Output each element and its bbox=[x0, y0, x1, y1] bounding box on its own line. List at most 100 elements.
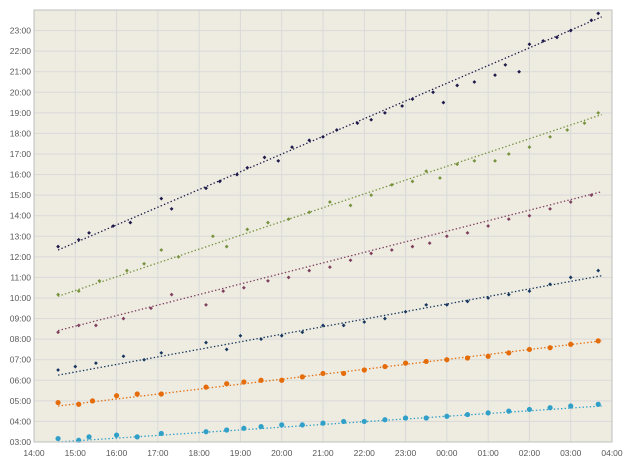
data-point bbox=[169, 206, 174, 211]
data-point bbox=[589, 18, 594, 23]
y-axis: 03:00 04:00 05:00 06:00 07:00 08:00 09:00 10:00… bbox=[10, 26, 32, 447]
data-point bbox=[87, 230, 91, 235]
data-point bbox=[355, 121, 360, 126]
data-point bbox=[369, 251, 374, 256]
data-point bbox=[149, 306, 153, 311]
data-point bbox=[472, 80, 477, 84]
data-point bbox=[547, 345, 553, 351]
data-point bbox=[568, 28, 573, 33]
x-tick-label: 01:00 bbox=[478, 448, 500, 458]
data-point bbox=[361, 418, 367, 425]
y-tick-label: 19:00 bbox=[10, 108, 32, 118]
data-point bbox=[321, 134, 325, 139]
data-point bbox=[400, 104, 405, 108]
data-point bbox=[159, 248, 164, 252]
data-point bbox=[526, 346, 533, 353]
data-point bbox=[383, 110, 387, 115]
data-point bbox=[527, 289, 532, 294]
data-point bbox=[493, 158, 497, 163]
data-point bbox=[547, 405, 553, 411]
x-tick-label: 17:00 bbox=[147, 448, 169, 458]
data-point bbox=[94, 323, 98, 328]
data-point bbox=[568, 341, 574, 347]
data-point bbox=[97, 278, 102, 283]
data-point bbox=[124, 268, 129, 273]
data-point bbox=[142, 357, 146, 362]
data-point bbox=[56, 244, 60, 249]
data-point bbox=[320, 420, 326, 426]
data-point bbox=[465, 299, 470, 304]
data-point bbox=[76, 323, 81, 328]
data-point bbox=[320, 370, 326, 377]
data-point bbox=[56, 292, 60, 297]
data-point bbox=[204, 302, 208, 307]
data-point bbox=[464, 411, 471, 418]
data-point bbox=[431, 90, 435, 95]
data-points bbox=[55, 11, 601, 443]
data-point bbox=[55, 399, 61, 406]
data-point bbox=[307, 138, 312, 143]
data-point bbox=[362, 320, 367, 324]
data-point bbox=[286, 217, 291, 222]
data-point bbox=[203, 384, 209, 390]
data-point bbox=[382, 363, 388, 370]
data-point bbox=[158, 391, 164, 397]
data-point bbox=[369, 193, 374, 198]
data-point bbox=[279, 422, 285, 428]
data-point bbox=[113, 393, 120, 399]
data-point bbox=[403, 309, 408, 314]
data-point bbox=[159, 350, 164, 355]
data-point bbox=[361, 367, 367, 373]
y-tick-label: 14:00 bbox=[10, 211, 32, 221]
data-point bbox=[299, 374, 305, 380]
data-point bbox=[596, 11, 601, 16]
data-point bbox=[121, 316, 126, 321]
data-point bbox=[424, 169, 429, 174]
y-tick-label: 08:00 bbox=[10, 334, 32, 344]
data-point bbox=[548, 282, 552, 287]
data-point bbox=[465, 230, 470, 235]
y-tick-label: 16:00 bbox=[10, 170, 32, 180]
data-point bbox=[134, 434, 140, 440]
y-tick-label: 23:00 bbox=[10, 26, 32, 36]
data-point bbox=[503, 62, 508, 67]
data-point bbox=[595, 338, 601, 344]
data-point bbox=[423, 415, 429, 421]
data-point bbox=[506, 292, 511, 297]
data-point bbox=[76, 237, 81, 242]
data-point bbox=[568, 275, 573, 280]
x-tick-label: 18:00 bbox=[189, 448, 211, 458]
x-tick-label: 04:00 bbox=[601, 448, 623, 458]
data-point bbox=[76, 289, 81, 294]
data-point bbox=[142, 261, 146, 266]
data-point bbox=[307, 210, 312, 215]
data-point bbox=[369, 117, 374, 122]
data-point bbox=[410, 179, 415, 184]
data-point bbox=[321, 323, 325, 328]
data-point bbox=[427, 241, 432, 246]
data-point bbox=[444, 302, 449, 307]
data-point bbox=[455, 83, 460, 88]
trendline-5 bbox=[58, 340, 602, 407]
data-point bbox=[517, 69, 522, 74]
data-point bbox=[159, 196, 164, 201]
data-point bbox=[299, 422, 305, 428]
data-point bbox=[211, 234, 215, 239]
y-tick-label: 11:00 bbox=[10, 272, 31, 282]
data-point bbox=[286, 275, 291, 280]
data-point bbox=[290, 145, 294, 150]
data-point bbox=[382, 417, 388, 423]
data-point bbox=[527, 42, 532, 47]
data-point bbox=[94, 361, 98, 366]
data-point bbox=[506, 350, 512, 356]
data-point bbox=[238, 333, 243, 338]
data-point bbox=[266, 278, 270, 283]
data-point bbox=[506, 152, 511, 156]
data-point bbox=[128, 220, 133, 225]
data-point bbox=[224, 244, 229, 249]
data-point bbox=[485, 410, 491, 416]
data-point bbox=[444, 234, 449, 239]
y-tick-label: 18:00 bbox=[10, 128, 32, 138]
data-point bbox=[441, 100, 446, 105]
